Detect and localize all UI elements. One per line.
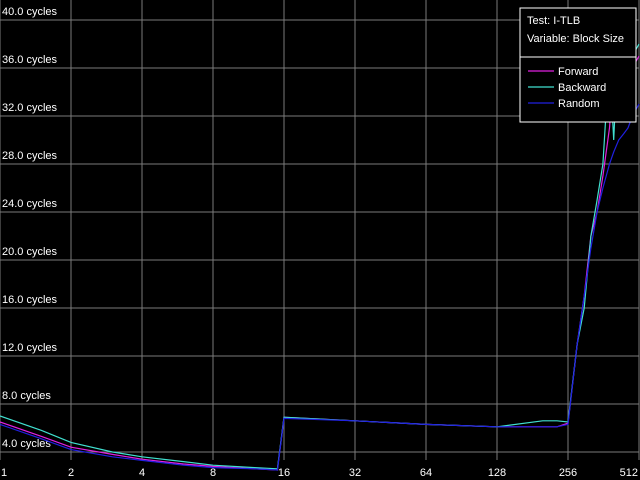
legend-label: Random xyxy=(558,98,600,110)
x-tick-label: 1 xyxy=(1,467,7,479)
y-tick-label: 36.0 cycles xyxy=(2,54,58,66)
legend-title: Test: I-TLB xyxy=(527,15,580,27)
x-tick-label: 32 xyxy=(349,467,361,479)
legend-label: Forward xyxy=(558,66,598,78)
legend-title: Variable: Block Size xyxy=(527,33,624,45)
legend-label: Backward xyxy=(558,82,606,94)
y-tick-label: 32.0 cycles xyxy=(2,102,58,114)
x-tick-label: 64 xyxy=(420,467,432,479)
y-tick-label: 28.0 cycles xyxy=(2,150,58,162)
y-tick-label: 8.0 cycles xyxy=(2,390,51,402)
x-tick-label: 2 xyxy=(68,467,74,479)
y-tick-label: 16.0 cycles xyxy=(2,294,58,306)
y-tick-label: 24.0 cycles xyxy=(2,198,58,210)
x-tick-label: 4 xyxy=(139,467,145,479)
series-line xyxy=(0,103,640,471)
y-tick-label: 40.0 cycles xyxy=(2,6,58,18)
y-tick-label: 4.0 cycles xyxy=(2,438,51,450)
x-tick-label: 8 xyxy=(210,467,216,479)
y-tick-label: 20.0 cycles xyxy=(2,246,58,258)
x-tick-label: 512 xyxy=(620,467,638,479)
x-tick-label: 256 xyxy=(559,467,577,479)
y-tick-label: 12.0 cycles xyxy=(2,342,58,354)
x-tick-label: 128 xyxy=(488,467,506,479)
x-tick-label: 16 xyxy=(278,467,290,479)
